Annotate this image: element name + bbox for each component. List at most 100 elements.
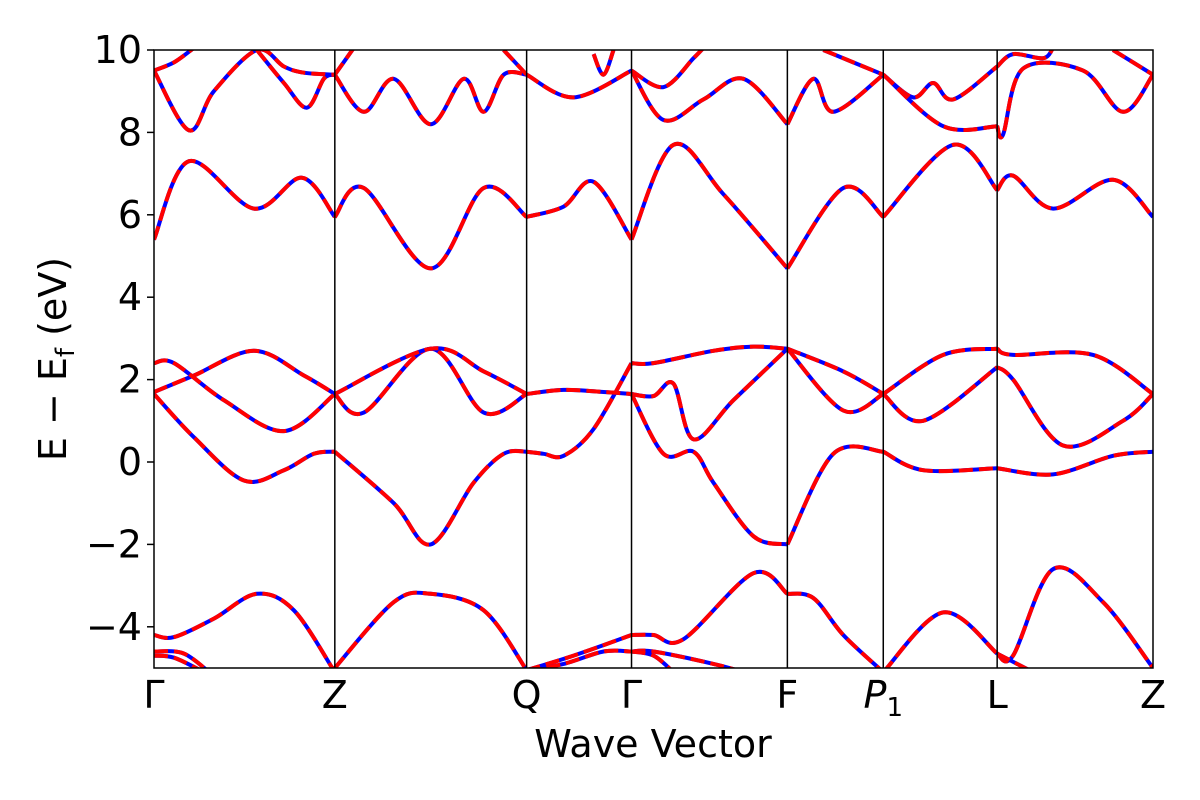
- band-line-dashed: [526, 179, 634, 241]
- band-line-dashed: [154, 653, 201, 668]
- band-line-dashed: [333, 184, 528, 271]
- band-line-dashed: [1111, 50, 1153, 77]
- band-line-dashed: [154, 358, 337, 434]
- band-line-solid: [629, 393, 788, 547]
- band-line-solid: [881, 142, 999, 219]
- band-line-solid: [995, 365, 1153, 449]
- band-line-solid: [526, 362, 634, 460]
- band-line-dashed: [154, 348, 336, 396]
- band-line-dashed: [526, 362, 634, 460]
- band-line-dashed: [631, 344, 788, 367]
- band-line-dashed: [882, 64, 999, 102]
- band-line-dashed: [786, 346, 885, 396]
- band-line-solid: [631, 569, 789, 645]
- band-line-dashed: [154, 50, 335, 133]
- y-axis-title-subscript: f: [51, 347, 81, 357]
- band-line-dashed: [526, 387, 632, 396]
- band-line-solid: [154, 392, 335, 484]
- band-line-solid: [154, 348, 336, 396]
- band-line-dashed: [154, 50, 195, 73]
- band-line-dashed: [255, 50, 336, 110]
- band-line-dashed: [884, 610, 999, 668]
- y-tick-label: 0: [118, 440, 142, 484]
- y-axis-ticks: −4 −2 0 2 4 6 8 10: [86, 28, 154, 649]
- band-line-solid: [154, 50, 335, 133]
- band-line-dashed: [996, 346, 1153, 396]
- band-line-dashed: [631, 649, 672, 668]
- y-tick-label: −4: [86, 605, 142, 649]
- band-line-dashed: [333, 346, 528, 417]
- x-tick-label: Γ: [143, 673, 164, 717]
- band-line-dashed: [631, 569, 789, 645]
- band-line-solid: [785, 444, 884, 546]
- band-line-dashed: [525, 68, 633, 100]
- y-axis-title-unit: (eV): [31, 257, 75, 348]
- band-line-solid: [629, 141, 789, 270]
- x-tick-label: F: [776, 673, 798, 717]
- band-line-dashed: [629, 69, 789, 126]
- y-axis-title-main: E − E: [31, 357, 75, 461]
- band-line-dashed: [333, 50, 355, 76]
- y-tick-label: 8: [118, 110, 142, 154]
- band-line-dashed: [996, 651, 1030, 668]
- band-line-dashed: [882, 346, 998, 396]
- band-line-dashed: [154, 392, 335, 484]
- band-line-dashed: [154, 649, 208, 668]
- band-line-dashed: [526, 633, 633, 668]
- x-tick-label: Q: [512, 673, 542, 717]
- band-line-dashed: [333, 590, 528, 668]
- band-line-solid: [884, 610, 999, 668]
- band-line-solid: [995, 173, 1153, 219]
- x-axis-ticks: Γ Z Q Γ F P1 L Z: [143, 673, 1166, 723]
- band-line-dashed: [785, 347, 885, 415]
- band-line-dashed: [631, 347, 789, 442]
- band-line-solid: [333, 346, 528, 396]
- band-line-solid: [154, 358, 337, 434]
- y-tick-label: 10: [94, 28, 142, 72]
- band-line-dashed: [995, 365, 1153, 449]
- y-tick-label: −2: [86, 522, 142, 566]
- band-line-solid: [333, 448, 527, 547]
- band-line-dashed: [785, 184, 885, 270]
- band-line-dashed: [881, 142, 999, 219]
- band-line-solid: [333, 184, 528, 271]
- band-line-dashed: [502, 50, 529, 77]
- band-line-dashed: [882, 449, 998, 474]
- band-line-dashed: [154, 159, 337, 241]
- band-line-dashed: [787, 591, 882, 668]
- band-line-solid: [995, 60, 1153, 140]
- band-line-solid: [996, 565, 1153, 668]
- band-line-dashed: [333, 448, 527, 547]
- y-axis-title: E − Ef (eV): [31, 257, 81, 461]
- band-line-dashed: [995, 60, 1153, 140]
- x-tick-label: Γ: [621, 673, 642, 717]
- band-line-dashed: [996, 565, 1153, 668]
- x-axis-title: Wave Vector: [534, 722, 772, 766]
- x-tick-label: P1: [864, 673, 903, 723]
- y-tick-label: 6: [118, 193, 142, 237]
- band-line-dashed: [629, 393, 788, 547]
- band-line-dashed: [333, 346, 528, 396]
- band-line-dashed: [154, 591, 335, 668]
- band-line-dashed: [822, 50, 885, 77]
- plot-frame: [153, 49, 1154, 669]
- bands-layer: [154, 50, 1153, 668]
- band-line-dashed: [995, 173, 1153, 219]
- band-line-dashed: [630, 50, 705, 90]
- band-line-dashed: [333, 69, 527, 127]
- band-line-dashed: [591, 50, 616, 77]
- band-line-dashed: [629, 141, 789, 270]
- x-tick-label: Z: [322, 673, 348, 717]
- band-line-solid: [785, 73, 885, 126]
- band-line-dashed: [881, 73, 998, 132]
- y-tick-label: 2: [118, 358, 142, 402]
- band-line-dashed: [785, 444, 884, 546]
- band-line-dashed: [881, 365, 999, 424]
- band-line-solid: [525, 68, 633, 100]
- band-line-dashed: [785, 73, 885, 126]
- kpoint-lines: [334, 50, 998, 668]
- band-line-dashed: [996, 449, 1153, 477]
- band-line-dashed: [995, 50, 1055, 69]
- x-tick-label: L: [987, 673, 1008, 717]
